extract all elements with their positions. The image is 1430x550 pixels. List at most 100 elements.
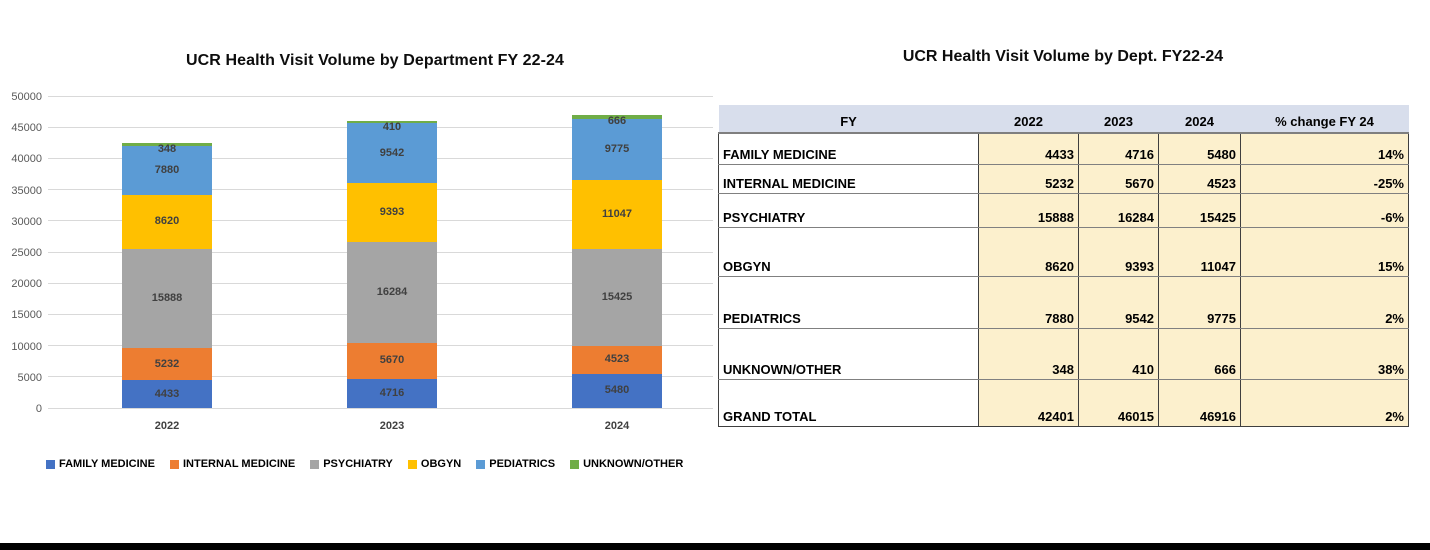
y-axis-tick-label: 50000 [11,91,42,103]
y-axis-tick-label: 20000 [11,278,42,291]
table-cell: 14% [1240,133,1409,165]
bar-segment [572,119,662,181]
table-cell: 38% [1240,328,1409,380]
stacked-bar-2023: 4716 5670 16284 9393 9542 410 [347,96,437,408]
legend-label: PSYCHIATRY [323,458,393,470]
x-axis-tick-label: 2023 [379,420,405,432]
table-cell: 666 [1158,328,1241,380]
table-row: GRAND TOTAL 42401 46015 46916 2% [718,379,1409,427]
bar-segment [347,123,437,183]
table-cell: 2% [1240,379,1409,427]
legend-label: UNKNOWN/OTHER [583,458,684,470]
bar-segment-data-label: 15425 [601,290,633,303]
table-row-label: OBGYN [718,227,979,277]
table-row: UNKNOWN/OTHER 348 410 666 38% [718,328,1409,380]
legend-item: PEDIATRICS [476,458,555,470]
bar-segment [572,115,662,120]
y-axis-tick-label: 0 [35,403,42,415]
legend-item: OBGYN [407,458,462,470]
bar-segment-data-label: 5232 [154,357,180,370]
bar-segment-data-label: 8620 [154,215,180,228]
table-cell: 5670 [1078,164,1159,194]
bar-segment-data-label: 7880 [154,163,180,176]
table-row-label: INTERNAL MEDICINE [718,164,979,194]
bar-segment-data-label: 4716 [379,386,405,399]
legend-item: UNKNOWN/OTHER [570,458,683,470]
table-cell: 4716 [1078,133,1159,165]
x-axis-tick-label: 2022 [154,420,180,432]
y-axis-tick-label: 10000 [11,340,42,353]
table-cell: 15425 [1158,193,1241,228]
bar-segment-data-label: 5670 [379,354,405,367]
table-header-cell: 2024 [1158,105,1241,134]
y-axis-tick-label: 45000 [11,122,42,135]
table-cell: 410 [1078,328,1159,380]
bar-segment-data-label: 410 [382,120,402,133]
bar-segment [122,143,212,146]
chart-legend: FAMILY MEDICINE INTERNAL MEDICINE PSYCHIAT… [46,458,683,470]
legend-swatch-icon [310,459,320,469]
bar-segment [122,248,212,348]
table-cell: 4433 [978,133,1079,165]
bar-segment-data-label: 11047 [602,208,632,221]
legend-label: INTERNAL MEDICINE [182,458,296,470]
bar-segment [122,347,212,381]
table-row: PSYCHIATRY 15888 16284 15425 -6% [718,193,1409,228]
table-row: FAMILY MEDICINE 4433 4716 5480 14% [718,133,1409,165]
table-cell: 11047 [1158,227,1241,277]
bar-segment-data-label: 348 [157,143,177,156]
table-header-cell: % change FY 24 [1240,105,1409,134]
table-row-label: GRAND TOTAL [718,379,979,427]
bar-segment [572,249,662,346]
table-cell: 8620 [978,227,1079,277]
table-cell: 15888 [978,193,1079,228]
table-cell: 2% [1240,276,1409,329]
table-cell: 4523 [1158,164,1241,194]
table-cell: 16284 [1078,193,1159,228]
y-axis-tick-label: 15000 [11,309,42,322]
legend-swatch-icon [169,459,179,469]
legend-item: PSYCHIATRY [310,458,393,470]
table-header-cell: 2023 [1078,105,1159,134]
bar-segment [347,241,437,344]
table-cell: 9542 [1078,276,1159,329]
legend-swatch-icon [46,459,55,469]
table-cell: 5480 [1158,133,1241,165]
table-row-label: PEDIATRICS [718,276,979,329]
stacked-bar-2022: 4433 5232 15888 8620 7880 348 [122,96,212,408]
bar-segment [347,378,437,408]
bar-segment [347,120,437,124]
table-row-label: FAMILY MEDICINE [718,133,979,165]
bar-segment-data-label: 9542 [379,146,405,159]
visit-volume-table: FY 2022 2023 2024% change FY 24 FAMILY MEDI… [718,105,1409,427]
legend-item: INTERNAL MEDICINE [169,458,296,470]
table-cell: 348 [978,328,1079,380]
bar-segment-data-label: 16284 [376,285,408,298]
bar-segment-data-label: 9775 [604,143,630,156]
table-cell: -6% [1240,193,1409,228]
gridline [48,95,713,97]
table-row-label: PSYCHIATRY [718,193,979,228]
y-axis-tick-label: 30000 [11,215,42,228]
legend-swatch-icon [407,459,417,469]
bar-segment-data-label: 5480 [604,384,630,397]
table-cell: -25% [1240,164,1409,194]
legend-label: OBGYN [420,458,462,470]
gridline [48,407,713,409]
visit-volume-chart: UCR Health Visit Volume by Department FY… [0,0,715,540]
table-cell: 15% [1240,227,1409,277]
y-axis-tick-label: 25000 [11,247,42,259]
table-cell: 9393 [1078,227,1159,277]
table-cell: 9775 [1158,276,1241,329]
y-axis-tick-label: 40000 [11,153,42,166]
table-row: INTERNAL MEDICINE 5232 5670 4523 -25% [718,164,1409,194]
legend-swatch-icon [476,459,486,469]
table-cell: 7880 [978,276,1079,329]
bar-segment-data-label: 666 [607,115,627,128]
bar-segment-data-label: 9393 [379,205,405,218]
table-header-cell: 2022 [978,105,1079,134]
chart-plot-area: 0 5000 10000 15000 20000 25000 30000 35000 40000… [11,91,713,432]
table-row: PEDIATRICS 7880 9542 9775 2% [718,276,1409,329]
legend-label: FAMILY MEDICINE [59,458,155,470]
table-header-cell: FY [718,105,979,134]
